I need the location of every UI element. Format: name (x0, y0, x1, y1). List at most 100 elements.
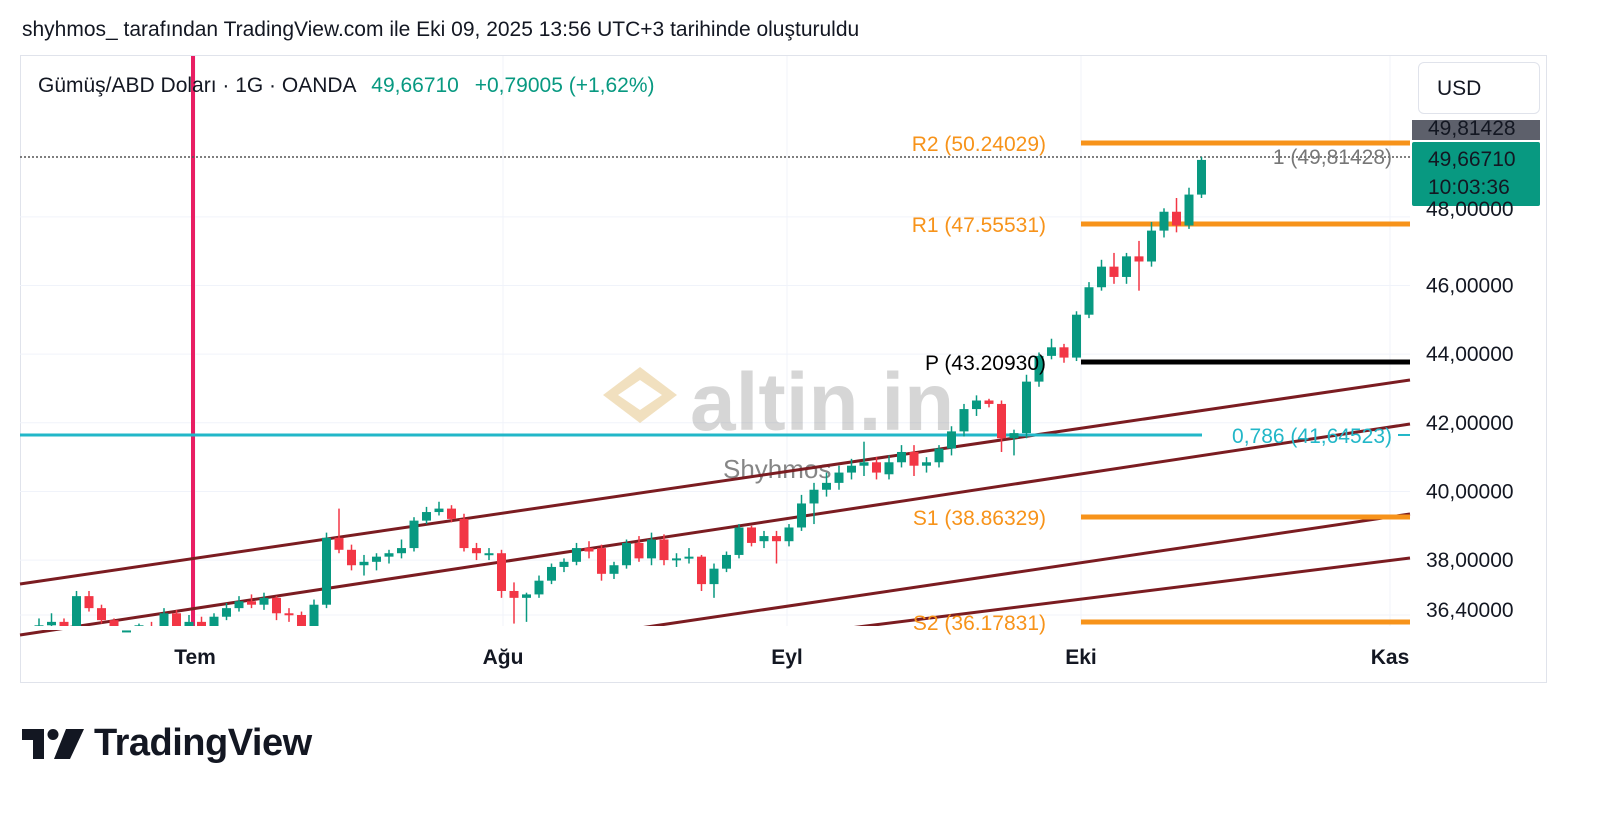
x-tick-label: Eki (1065, 646, 1097, 669)
chart-caption: shyhmos_ tarafından TradingView.com ile … (22, 18, 860, 41)
candle (559, 558, 569, 573)
candle-body (897, 451, 906, 463)
candle-body (1084, 287, 1094, 315)
candle-body (522, 594, 531, 598)
candle (1134, 240, 1144, 291)
y-tick-label: 40,00000 (1426, 480, 1514, 503)
candle-body (472, 548, 481, 554)
candle (159, 608, 169, 626)
trend-channel-line (849, 556, 1411, 630)
candle (497, 549, 506, 598)
candle (747, 525, 756, 547)
candle-body (634, 542, 644, 559)
candle-body (72, 596, 81, 626)
tradingview-logo[interactable]: TradingView (22, 722, 312, 765)
candle (84, 590, 94, 612)
trend-channel-line (639, 512, 1411, 630)
candle-body (197, 621, 206, 626)
candle (972, 395, 981, 416)
candle (259, 592, 269, 610)
candle-body (1122, 256, 1131, 277)
candle (772, 530, 781, 564)
fib-top-label: 1 (49,81428) (1273, 146, 1392, 169)
candle-body (584, 548, 594, 552)
candle (47, 613, 56, 626)
candle-body (759, 536, 769, 542)
candle-body (509, 590, 519, 598)
candle (1197, 156, 1206, 199)
trend-channel-line (19, 378, 1411, 586)
pivot-label: R1 (47.55531) (912, 214, 1046, 237)
y-tick-label: 44,00000 (1426, 343, 1514, 366)
candle (884, 455, 894, 480)
candle-body (809, 489, 819, 504)
candle (1022, 374, 1031, 439)
candle-body (322, 537, 331, 605)
plot-bottom-mask (21, 626, 1410, 630)
top-level-badge-text: 49,81428 (1428, 117, 1516, 140)
candle-body (1072, 314, 1081, 358)
candle-body (709, 568, 719, 585)
candle (72, 590, 81, 626)
candle (97, 604, 106, 624)
candle-body (1097, 266, 1106, 288)
currency-button[interactable]: USD (1418, 62, 1540, 114)
candle-body (1184, 194, 1194, 226)
candle-body (1197, 159, 1206, 195)
candle (509, 582, 519, 624)
candle (172, 609, 181, 626)
candle (709, 563, 719, 598)
candle (547, 563, 556, 585)
candle (109, 618, 119, 626)
candle (372, 553, 381, 571)
candle (797, 494, 806, 531)
candle (922, 457, 931, 473)
candle-body (922, 462, 931, 466)
candle (472, 542, 481, 561)
y-tick-label: 42,00000 (1426, 412, 1514, 435)
candle (622, 539, 631, 569)
candle (247, 594, 256, 609)
candle-body (1172, 211, 1181, 226)
candle-body (297, 615, 306, 626)
candle-body (572, 548, 581, 562)
candle-body (334, 537, 344, 550)
candle (322, 532, 331, 609)
candle-body (184, 621, 194, 626)
candle (909, 445, 919, 477)
candle-body (747, 527, 756, 543)
x-tick-label: Eyl (771, 646, 803, 669)
tradingview-wordmark: TradingView (94, 722, 312, 764)
candle-body (822, 482, 831, 490)
candle (309, 599, 319, 626)
candle (434, 501, 444, 516)
candle (1034, 352, 1044, 387)
candle-body (697, 556, 706, 585)
candle-body (984, 400, 994, 404)
candle-body (159, 613, 169, 626)
pivot-label: P (43.20930) (925, 352, 1046, 375)
candle-body (347, 549, 356, 566)
candle (1009, 429, 1019, 456)
candle-body (734, 527, 744, 555)
candle-body (934, 448, 944, 463)
candle (609, 561, 619, 579)
candle (1097, 259, 1106, 291)
candle (1159, 208, 1169, 238)
candle-body (397, 548, 406, 554)
candle-body (209, 616, 219, 626)
candle (272, 596, 281, 621)
candle-body (97, 608, 106, 621)
candle-body (559, 561, 569, 567)
x-tick-label: Kas (1371, 646, 1410, 669)
candle-body (247, 601, 256, 605)
chart-frame (20, 55, 1547, 683)
candle (184, 615, 194, 626)
x-tick-label: Tem (174, 646, 216, 669)
candle-body (997, 403, 1006, 439)
candle (572, 542, 581, 566)
candle (834, 465, 844, 490)
candle-body (172, 613, 181, 626)
